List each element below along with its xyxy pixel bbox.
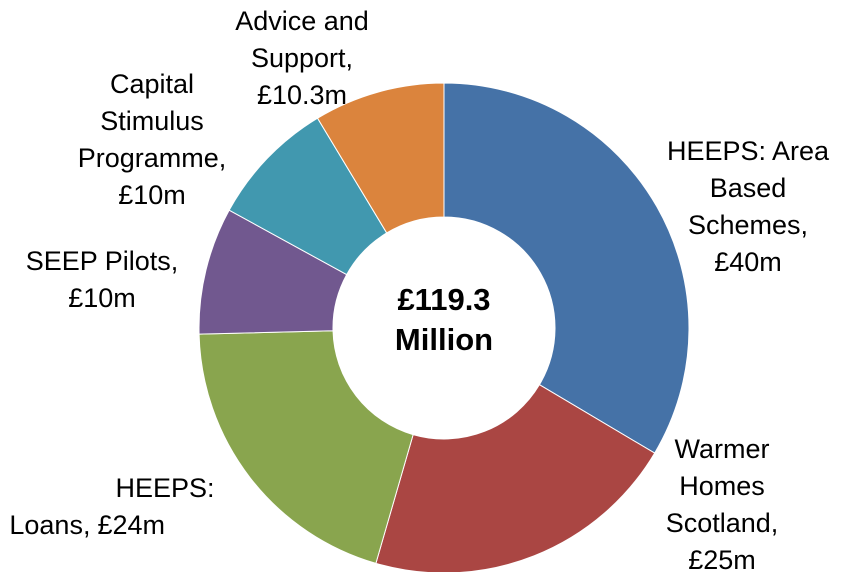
- slice-label: Capital Stimulus Programme, £10m: [78, 69, 227, 210]
- slice-value-label: £10m: [68, 283, 136, 313]
- slice-category: SEEP Pilots,: [26, 246, 179, 276]
- slice-value-label: £40m: [714, 247, 782, 277]
- label-line: Warmer: [675, 434, 770, 464]
- center-label: Million: [395, 322, 493, 357]
- slice-category: HEEPS: Area Based Schemes,: [667, 136, 830, 240]
- slice-category: Warmer Homes Scotland,: [666, 434, 779, 538]
- donut-slice: [198, 330, 414, 564]
- slice-label: Warmer Homes Scotland, £25m: [666, 434, 779, 572]
- slice-category: HEEPS: Loans,: [9, 473, 214, 540]
- slice-category: Advice and Support,: [235, 6, 369, 73]
- label-line: Based: [710, 173, 787, 203]
- label-line: Capital: [110, 69, 194, 99]
- label-line: Homes: [679, 471, 765, 501]
- slice-label: Advice and Support, £10.3m: [235, 6, 369, 110]
- slice-label: SEEP Pilots, £10m: [26, 246, 179, 313]
- label-line: HEEPS:: [115, 473, 214, 503]
- label-line: Advice and: [235, 6, 369, 36]
- label-line: Loans,: [9, 510, 90, 540]
- label-line: HEEPS: Area: [667, 136, 830, 166]
- slice-label: HEEPS: Loans, £24m: [9, 473, 214, 540]
- donut-slice: [316, 82, 445, 234]
- label-line: Stimulus: [100, 106, 204, 136]
- donut-slice: [375, 383, 656, 572]
- slice-value-label: £10m: [118, 180, 186, 210]
- center-label: £119.3: [397, 282, 490, 317]
- slice-category: Capital Stimulus Programme,: [78, 69, 227, 173]
- slice-label: HEEPS: Area Based Schemes, £40m: [667, 136, 830, 277]
- donut-slice: [443, 82, 690, 454]
- label-line: SEEP Pilots,: [26, 246, 179, 276]
- label-line: Programme,: [78, 143, 227, 173]
- label-line: Support,: [251, 43, 353, 73]
- slice-value-label: £10.3m: [257, 80, 347, 110]
- label-line: Schemes,: [688, 210, 808, 240]
- label-line: Scotland,: [666, 508, 779, 538]
- slice-value-label: £24m: [97, 510, 165, 540]
- slice-value-label: £25m: [688, 545, 756, 572]
